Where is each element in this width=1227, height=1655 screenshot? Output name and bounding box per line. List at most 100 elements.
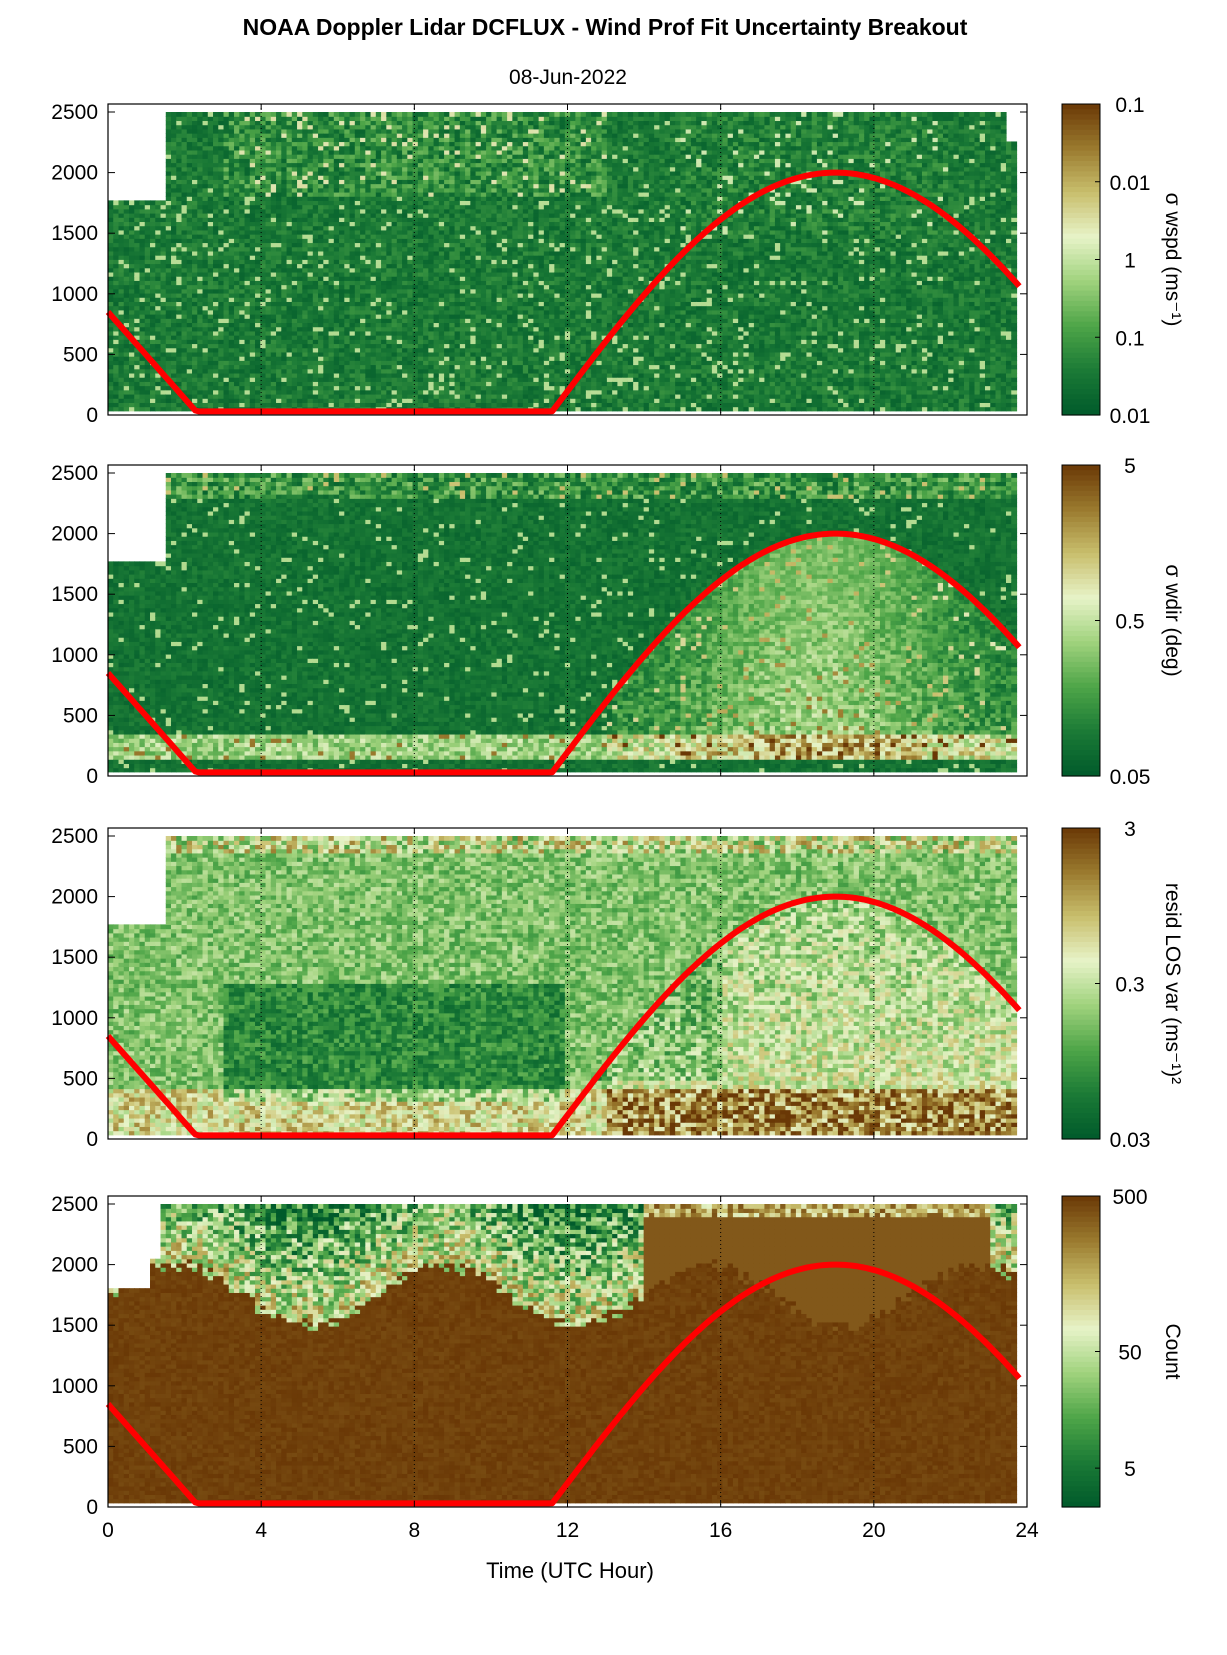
heatmap-cell xyxy=(302,310,308,315)
heatmap-cell xyxy=(213,238,219,243)
heatmap-cell xyxy=(161,339,167,344)
heatmap-cell xyxy=(192,297,198,302)
heatmap-cell xyxy=(218,154,224,159)
heatmap-cell xyxy=(245,255,251,260)
heatmap-cell xyxy=(255,146,261,151)
heatmap-cell xyxy=(203,146,209,151)
heatmap-cell xyxy=(271,255,277,260)
heatmap-cell xyxy=(113,272,119,277)
heatmap-cell xyxy=(308,213,314,218)
heatmap-cell xyxy=(176,402,182,407)
heatmap-cell xyxy=(218,259,224,264)
heatmap-cell xyxy=(119,268,125,273)
heatmap-cell xyxy=(302,158,308,163)
heatmap-cell xyxy=(224,242,230,247)
heatmap-cell xyxy=(266,343,272,348)
heatmap-cell xyxy=(166,150,172,155)
heatmap-cell xyxy=(113,310,119,315)
heatmap-cell xyxy=(229,365,235,370)
heatmap-cell xyxy=(171,285,177,290)
heatmap-cell xyxy=(287,264,293,269)
heatmap-cell xyxy=(308,133,314,138)
heatmap-cell xyxy=(234,390,240,395)
heatmap-cell xyxy=(224,192,230,197)
heatmap-cell xyxy=(266,179,272,184)
heatmap-cell xyxy=(197,133,203,138)
heatmap-cell xyxy=(166,167,172,172)
heatmap-cell xyxy=(140,289,146,294)
heatmap-cell xyxy=(234,158,240,163)
heatmap-cell xyxy=(176,331,182,336)
heatmap-cell xyxy=(182,217,188,222)
heatmap-cell xyxy=(129,310,135,315)
heatmap-cell xyxy=(271,310,277,315)
heatmap-cell xyxy=(276,242,282,247)
heatmap-cell xyxy=(292,196,298,201)
heatmap-cell xyxy=(287,154,293,159)
heatmap-cell xyxy=(208,175,214,180)
heatmap-cell xyxy=(281,242,287,247)
heatmap-cell xyxy=(224,339,230,344)
heatmap-cell xyxy=(229,272,235,277)
heatmap-cell xyxy=(250,390,256,395)
heatmap-cell xyxy=(239,402,245,407)
heatmap-cell xyxy=(176,112,182,117)
heatmap-cell xyxy=(302,322,308,327)
heatmap-cell xyxy=(239,125,245,130)
heatmap-cell xyxy=(308,154,314,159)
heatmap-cell xyxy=(245,192,251,197)
heatmap-cell xyxy=(229,242,235,247)
heatmap-cell xyxy=(302,301,308,306)
heatmap-cell xyxy=(119,272,125,277)
heatmap-cell xyxy=(239,226,245,231)
heatmap-cell xyxy=(218,306,224,311)
heatmap-cell xyxy=(250,209,256,214)
heatmap-cell xyxy=(134,352,140,357)
heatmap-cell xyxy=(239,163,245,168)
heatmap-cell xyxy=(292,247,298,252)
heatmap-cell xyxy=(297,289,303,294)
heatmap-cell xyxy=(292,205,298,210)
heatmap-cell xyxy=(166,188,172,193)
heatmap-cell xyxy=(234,129,240,134)
heatmap-cell xyxy=(266,213,272,218)
heatmap-cell xyxy=(281,196,287,201)
heatmap-cell xyxy=(197,171,203,176)
heatmap-cell xyxy=(208,365,214,370)
heatmap-cell xyxy=(208,213,214,218)
heatmap-cell xyxy=(203,259,209,264)
heatmap-cell xyxy=(203,255,209,260)
heatmap-cell xyxy=(245,129,251,134)
heatmap-cell xyxy=(208,297,214,302)
heatmap-cell xyxy=(166,247,172,252)
heatmap-cell xyxy=(145,301,151,306)
heatmap-cell xyxy=(155,200,161,205)
heatmap-cell xyxy=(224,285,230,290)
heatmap-cell xyxy=(218,398,224,403)
heatmap-cell xyxy=(150,289,156,294)
heatmap-cell xyxy=(208,234,214,239)
heatmap-cell xyxy=(192,188,198,193)
heatmap-cell xyxy=(250,116,256,121)
heatmap-cell xyxy=(260,255,266,260)
heatmap-cell xyxy=(281,335,287,340)
heatmap-cell xyxy=(255,285,261,290)
heatmap-cell xyxy=(250,242,256,247)
heatmap-cell xyxy=(308,230,314,235)
heatmap-cell xyxy=(292,268,298,273)
heatmap-cell xyxy=(266,264,272,269)
heatmap-cell xyxy=(218,264,224,269)
heatmap-cell xyxy=(250,289,256,294)
heatmap-cell xyxy=(140,297,146,302)
heatmap-cell xyxy=(171,373,177,378)
heatmap-cell xyxy=(213,365,219,370)
heatmap-cell xyxy=(276,390,282,395)
heatmap-cell xyxy=(171,242,177,247)
heatmap-cell xyxy=(208,116,214,121)
heatmap-cell xyxy=(271,141,277,146)
heatmap-cell xyxy=(140,234,146,239)
heatmap-cell xyxy=(271,331,277,336)
heatmap-cell xyxy=(192,377,198,382)
heatmap-cell xyxy=(171,314,177,319)
heatmap-cell xyxy=(302,360,308,365)
